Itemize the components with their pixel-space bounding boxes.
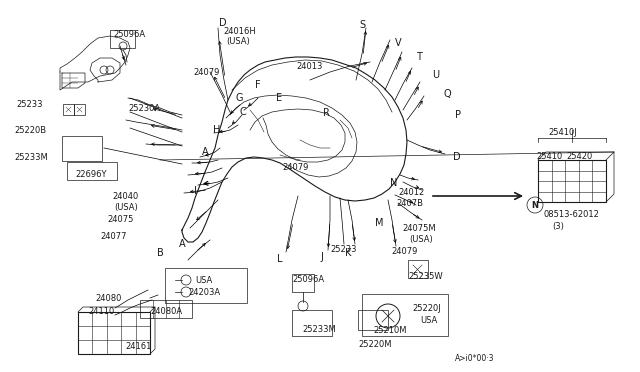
Text: V: V <box>395 38 402 48</box>
Text: D: D <box>219 18 227 28</box>
Text: 25233: 25233 <box>16 100 42 109</box>
Text: (USA): (USA) <box>114 203 138 212</box>
Text: (USA): (USA) <box>409 235 433 244</box>
Text: S: S <box>359 20 365 30</box>
Text: D: D <box>453 152 461 162</box>
Text: 24016H: 24016H <box>223 27 256 36</box>
Text: 08513-62012: 08513-62012 <box>543 210 599 219</box>
Text: 25233M: 25233M <box>302 325 336 334</box>
Text: C: C <box>240 107 247 117</box>
Text: G: G <box>236 93 243 103</box>
Text: 24080A: 24080A <box>150 307 182 316</box>
Text: B: B <box>157 248 164 258</box>
Text: P: P <box>455 110 461 120</box>
Text: 24013: 24013 <box>296 62 323 71</box>
Bar <box>358 310 388 330</box>
Text: 2407B: 2407B <box>396 199 423 208</box>
Bar <box>63 104 74 115</box>
Text: 25410J: 25410J <box>548 128 577 137</box>
Bar <box>292 310 332 336</box>
Text: (USA): (USA) <box>226 37 250 46</box>
Bar <box>362 294 448 336</box>
Text: 25220M: 25220M <box>358 340 392 349</box>
Text: A: A <box>179 239 186 249</box>
Bar <box>538 160 606 202</box>
Text: 25230A: 25230A <box>128 104 160 113</box>
Text: K: K <box>345 248 351 258</box>
Text: 24079: 24079 <box>193 68 220 77</box>
Text: 24080: 24080 <box>95 294 122 303</box>
Text: 25235W: 25235W <box>408 272 443 281</box>
Text: 22696Y: 22696Y <box>75 170 106 179</box>
Text: 24012: 24012 <box>398 188 424 197</box>
Text: U: U <box>432 70 439 80</box>
Text: USA: USA <box>420 316 437 325</box>
Text: 24079: 24079 <box>391 247 417 256</box>
Bar <box>292 274 314 292</box>
Text: A>i0*00·3: A>i0*00·3 <box>455 354 495 363</box>
Text: 25220J: 25220J <box>412 304 441 313</box>
Text: 25096A: 25096A <box>292 275 324 284</box>
Text: R: R <box>323 108 330 118</box>
Bar <box>408 260 428 278</box>
Text: 24077: 24077 <box>100 232 127 241</box>
Text: 25096A: 25096A <box>113 30 145 39</box>
Text: N: N <box>531 201 538 209</box>
Text: M: M <box>375 218 383 228</box>
Text: 24075M: 24075M <box>402 224 436 233</box>
Text: E: E <box>276 93 282 103</box>
Bar <box>67 162 117 180</box>
Text: A: A <box>202 147 209 157</box>
Text: 25220B: 25220B <box>14 126 46 135</box>
Bar <box>165 268 247 303</box>
Text: I: I <box>194 186 197 196</box>
Bar <box>140 300 192 318</box>
Bar <box>110 30 135 48</box>
Text: USA: USA <box>195 276 212 285</box>
Text: 24161: 24161 <box>125 342 152 351</box>
Text: N: N <box>390 178 397 188</box>
Text: 24110: 24110 <box>88 307 115 316</box>
Text: 25210M: 25210M <box>373 326 406 335</box>
Bar <box>62 136 102 161</box>
Text: J: J <box>320 252 323 262</box>
Text: Q: Q <box>443 89 451 99</box>
Text: 25420: 25420 <box>566 152 592 161</box>
Text: 24075: 24075 <box>107 215 133 224</box>
Text: H: H <box>213 125 220 135</box>
Text: 24040: 24040 <box>112 192 138 201</box>
Text: 24079: 24079 <box>282 163 308 172</box>
Text: T: T <box>416 52 422 62</box>
Text: 25233: 25233 <box>330 245 356 254</box>
Text: (3): (3) <box>552 222 564 231</box>
Bar <box>74 104 85 115</box>
Text: F: F <box>255 80 260 90</box>
Text: 25233M: 25233M <box>14 153 48 162</box>
Bar <box>78 312 150 354</box>
Text: 25410: 25410 <box>536 152 563 161</box>
Text: L: L <box>277 254 282 264</box>
Text: 24203A: 24203A <box>188 288 220 297</box>
